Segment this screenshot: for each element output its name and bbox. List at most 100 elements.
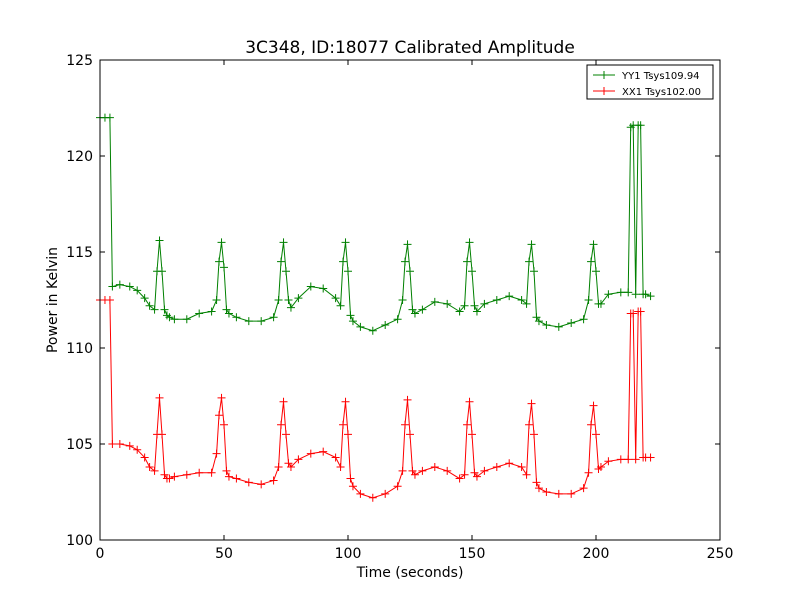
- data-point-marker: [472, 307, 481, 316]
- data-point-marker: [368, 326, 377, 335]
- data-point-marker: [443, 299, 452, 308]
- data-point-marker: [286, 463, 295, 472]
- y-axis-label: Power in Kelvin: [45, 247, 61, 353]
- data-point-marker: [401, 257, 410, 266]
- data-point-marker: [115, 280, 124, 289]
- data-point-marker: [257, 317, 266, 326]
- data-point-marker: [418, 305, 427, 314]
- data-point-marker: [641, 290, 650, 299]
- data-point-marker: [133, 286, 142, 295]
- data-point-marker: [232, 474, 241, 483]
- data-point-marker: [522, 470, 531, 479]
- data-point-marker: [480, 299, 489, 308]
- data-point-marker: [616, 288, 625, 297]
- data-point-marker: [182, 315, 191, 324]
- data-point-marker: [158, 430, 166, 439]
- legend-entry: YY1 Tsys109.94: [593, 71, 700, 82]
- data-point-marker: [277, 257, 286, 266]
- legend-marker: [600, 87, 608, 95]
- legend-entry: XX1 Tsys102.00: [593, 87, 701, 98]
- data-point-marker: [455, 307, 464, 316]
- data-point-marker: [418, 466, 427, 475]
- data-point-marker: [587, 420, 596, 429]
- data-point-marker: [624, 455, 633, 464]
- data-point-marker: [567, 489, 576, 498]
- data-point-marker: [579, 315, 588, 324]
- data-point-marker: [282, 267, 290, 276]
- data-point-marker: [217, 238, 226, 247]
- data-point-marker: [465, 238, 474, 247]
- data-point-marker: [348, 482, 357, 491]
- legend-marker: [600, 71, 608, 79]
- data-point-marker: [282, 430, 290, 439]
- data-point-marker: [534, 317, 543, 326]
- data-point-marker: [470, 301, 479, 310]
- data-point-marker: [356, 489, 365, 498]
- data-point-marker: [339, 420, 348, 429]
- data-point-marker: [145, 463, 154, 472]
- data-point-marker: [155, 393, 164, 402]
- series-layer: [96, 113, 655, 502]
- x-tick-label: 0: [96, 546, 105, 562]
- ticks-layer: 0 50 100 150 200 250 100 105 110 115 120 125: [66, 53, 733, 562]
- data-point-marker: [532, 478, 541, 487]
- data-point-marker: [463, 257, 472, 266]
- data-point-marker: [319, 447, 328, 456]
- data-point-marker: [463, 420, 472, 429]
- data-point-marker: [554, 322, 563, 331]
- data-point-marker: [207, 307, 216, 316]
- data-point-marker: [279, 397, 288, 406]
- y-tick-label: 110: [66, 341, 93, 357]
- legend-label: XX1 Tsys102.00: [622, 87, 701, 98]
- data-point-marker: [624, 288, 633, 297]
- data-point-marker: [274, 296, 283, 304]
- data-point-marker: [160, 305, 169, 314]
- x-tick-label: 200: [583, 546, 610, 562]
- data-point-marker: [217, 393, 226, 402]
- data-point-marker: [530, 430, 538, 439]
- data-point-marker: [165, 474, 174, 483]
- data-point-marker: [468, 267, 476, 276]
- data-point-marker: [195, 468, 204, 477]
- data-point-marker: [443, 466, 452, 475]
- data-point-marker: [158, 267, 166, 276]
- data-point-marker: [616, 455, 625, 464]
- data-point-marker: [165, 313, 174, 322]
- data-point-marker: [468, 430, 476, 439]
- data-point-marker: [115, 440, 124, 448]
- data-point-marker: [170, 315, 179, 324]
- data-point-marker: [455, 474, 464, 483]
- data-point-marker: [356, 322, 365, 331]
- y-tick-label: 105: [66, 437, 93, 453]
- data-point-marker: [527, 399, 536, 408]
- data-point-marker: [195, 309, 204, 318]
- data-point-marker: [522, 299, 531, 308]
- data-point-marker: [525, 420, 534, 429]
- data-point-marker: [215, 411, 224, 420]
- data-point-marker: [403, 395, 412, 404]
- data-point-marker: [398, 296, 407, 304]
- x-tick-label: 150: [459, 546, 486, 562]
- data-point-marker: [381, 489, 390, 498]
- data-point-marker: [222, 466, 231, 475]
- data-point-marker: [339, 257, 348, 266]
- data-point-marker: [589, 240, 598, 249]
- data-point-marker: [336, 463, 345, 472]
- data-point-marker: [212, 296, 221, 304]
- data-point-marker: [346, 474, 355, 483]
- data-point-marker: [279, 238, 288, 247]
- data-point-marker: [269, 476, 278, 485]
- data-point-marker: [224, 472, 233, 481]
- data-point-marker: [465, 397, 474, 406]
- data-point-marker: [207, 468, 216, 477]
- data-point-marker: [336, 301, 345, 310]
- data-point-marker: [140, 294, 149, 303]
- plot-frame: [99, 59, 721, 541]
- data-point-marker: [636, 307, 645, 316]
- legend-label: YY1 Tsys109.94: [621, 71, 700, 82]
- data-point-marker: [277, 420, 286, 429]
- data-point-marker: [140, 453, 149, 462]
- legend: YY1 Tsys109.94 XX1 Tsys102.00: [586, 64, 714, 100]
- data-point-marker: [150, 305, 159, 314]
